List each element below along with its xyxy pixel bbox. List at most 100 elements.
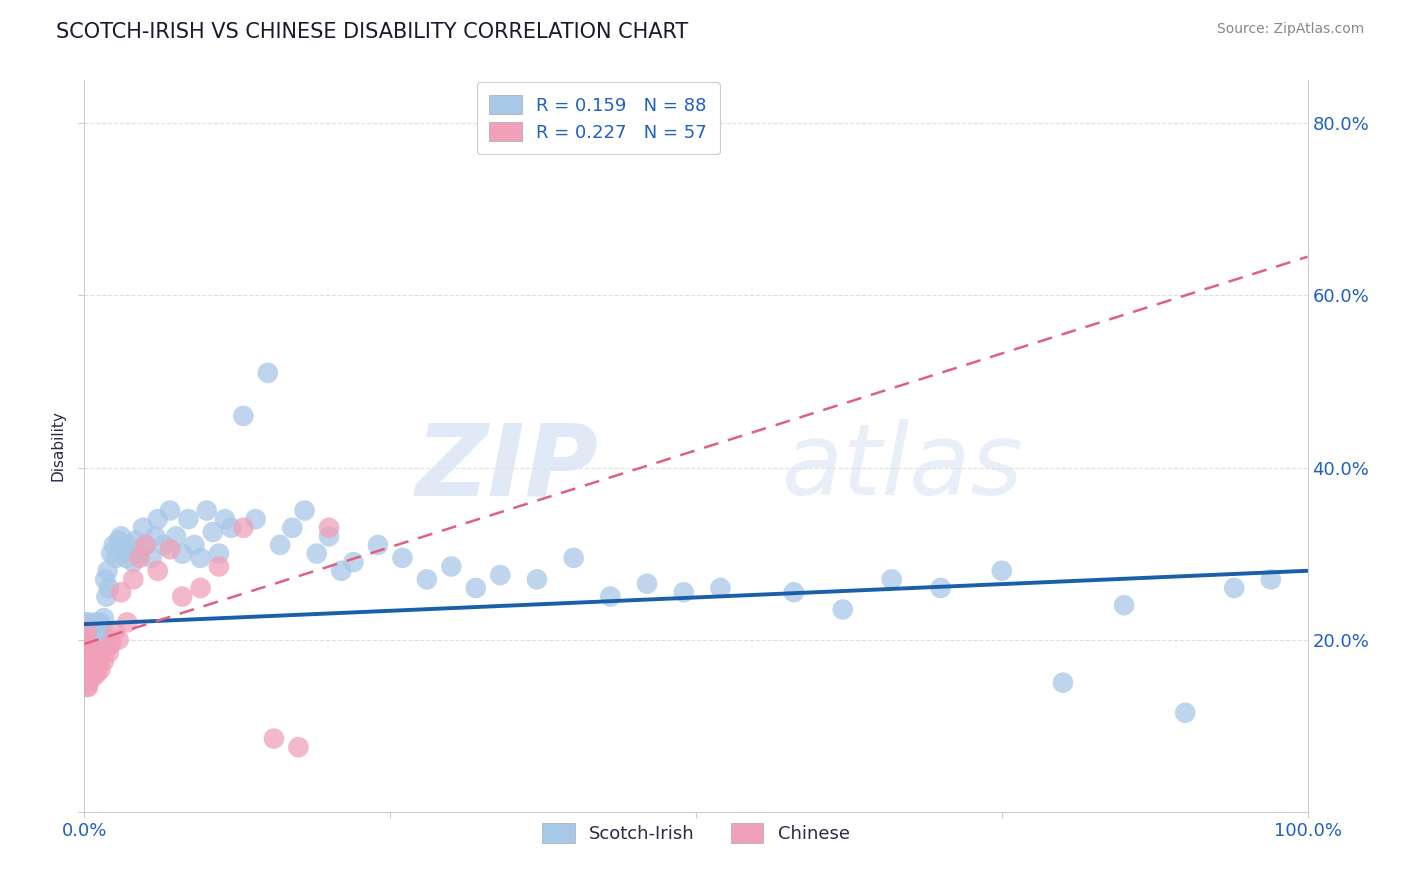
Point: [991, 564, 1014, 578]
Point: [159, 503, 181, 517]
Point: [77, 663, 100, 677]
Point: [190, 550, 212, 565]
Point: [86, 624, 108, 638]
Point: [97, 581, 120, 595]
Point: [83, 620, 105, 634]
Point: [219, 521, 242, 535]
Point: [1052, 675, 1074, 690]
Point: [76, 637, 98, 651]
Point: [318, 529, 340, 543]
Point: [117, 538, 139, 552]
Point: [440, 559, 463, 574]
Point: [79, 624, 101, 638]
Point: [153, 538, 176, 552]
Point: [110, 585, 132, 599]
Point: [105, 550, 128, 565]
Point: [76, 658, 98, 673]
Point: [263, 731, 285, 746]
Point: [79, 646, 101, 660]
Point: [929, 581, 952, 595]
Point: [77, 637, 100, 651]
Point: [96, 590, 118, 604]
Point: [100, 637, 122, 651]
Point: [80, 649, 103, 664]
Point: [1114, 598, 1136, 612]
Point: [305, 547, 328, 561]
Point: [281, 521, 304, 535]
Point: [90, 624, 112, 638]
Point: [330, 564, 353, 578]
Point: [880, 573, 903, 587]
Point: [84, 628, 107, 642]
Point: [93, 611, 115, 625]
Point: [201, 524, 224, 539]
Point: [208, 547, 231, 561]
Point: [76, 649, 98, 664]
Point: [77, 663, 100, 677]
Point: [489, 568, 512, 582]
Point: [146, 512, 169, 526]
Point: [122, 555, 145, 569]
Point: [77, 641, 100, 656]
Point: [77, 628, 100, 642]
Point: [526, 573, 548, 587]
Point: [82, 667, 104, 681]
Point: [416, 573, 439, 587]
Point: [96, 641, 118, 656]
Point: [1223, 581, 1246, 595]
Point: [165, 529, 187, 543]
Point: [287, 740, 309, 755]
Point: [1260, 573, 1282, 587]
Point: [77, 671, 100, 685]
Point: [214, 512, 236, 526]
Point: [177, 512, 200, 526]
Point: [112, 542, 135, 557]
Y-axis label: Disability: Disability: [51, 410, 66, 482]
Point: [232, 521, 254, 535]
Point: [80, 637, 103, 651]
Point: [86, 615, 108, 630]
Point: [562, 550, 585, 565]
Point: [75, 654, 97, 668]
Point: [91, 646, 114, 660]
Point: [86, 654, 108, 668]
Point: [143, 529, 166, 543]
Point: [97, 564, 120, 578]
Legend: Scotch-Irish, Chinese: Scotch-Irish, Chinese: [534, 816, 858, 850]
Point: [91, 620, 114, 634]
Point: [77, 680, 100, 694]
Point: [122, 573, 145, 587]
Point: [89, 663, 111, 677]
Point: [1174, 706, 1197, 720]
Point: [93, 654, 115, 668]
Point: [94, 573, 117, 587]
Point: [77, 649, 100, 664]
Point: [77, 620, 100, 634]
Text: ZIP: ZIP: [415, 419, 598, 516]
Point: [128, 550, 150, 565]
Point: [79, 658, 101, 673]
Point: [76, 667, 98, 681]
Point: [599, 590, 621, 604]
Point: [195, 503, 218, 517]
Point: [107, 632, 129, 647]
Point: [783, 585, 806, 599]
Point: [80, 624, 103, 638]
Point: [245, 512, 267, 526]
Point: [79, 632, 101, 647]
Point: [77, 637, 100, 651]
Point: [82, 620, 104, 634]
Point: [367, 538, 389, 552]
Point: [77, 671, 100, 685]
Point: [636, 576, 658, 591]
Point: [294, 503, 316, 517]
Point: [103, 538, 125, 552]
Point: [75, 646, 97, 660]
Point: [82, 654, 104, 668]
Point: [709, 581, 731, 595]
Point: [183, 538, 205, 552]
Point: [77, 615, 100, 630]
Point: [342, 555, 364, 569]
Point: [87, 658, 110, 673]
Point: [83, 632, 105, 647]
